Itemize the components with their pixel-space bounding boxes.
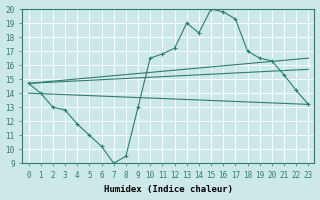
X-axis label: Humidex (Indice chaleur): Humidex (Indice chaleur) <box>104 185 233 194</box>
